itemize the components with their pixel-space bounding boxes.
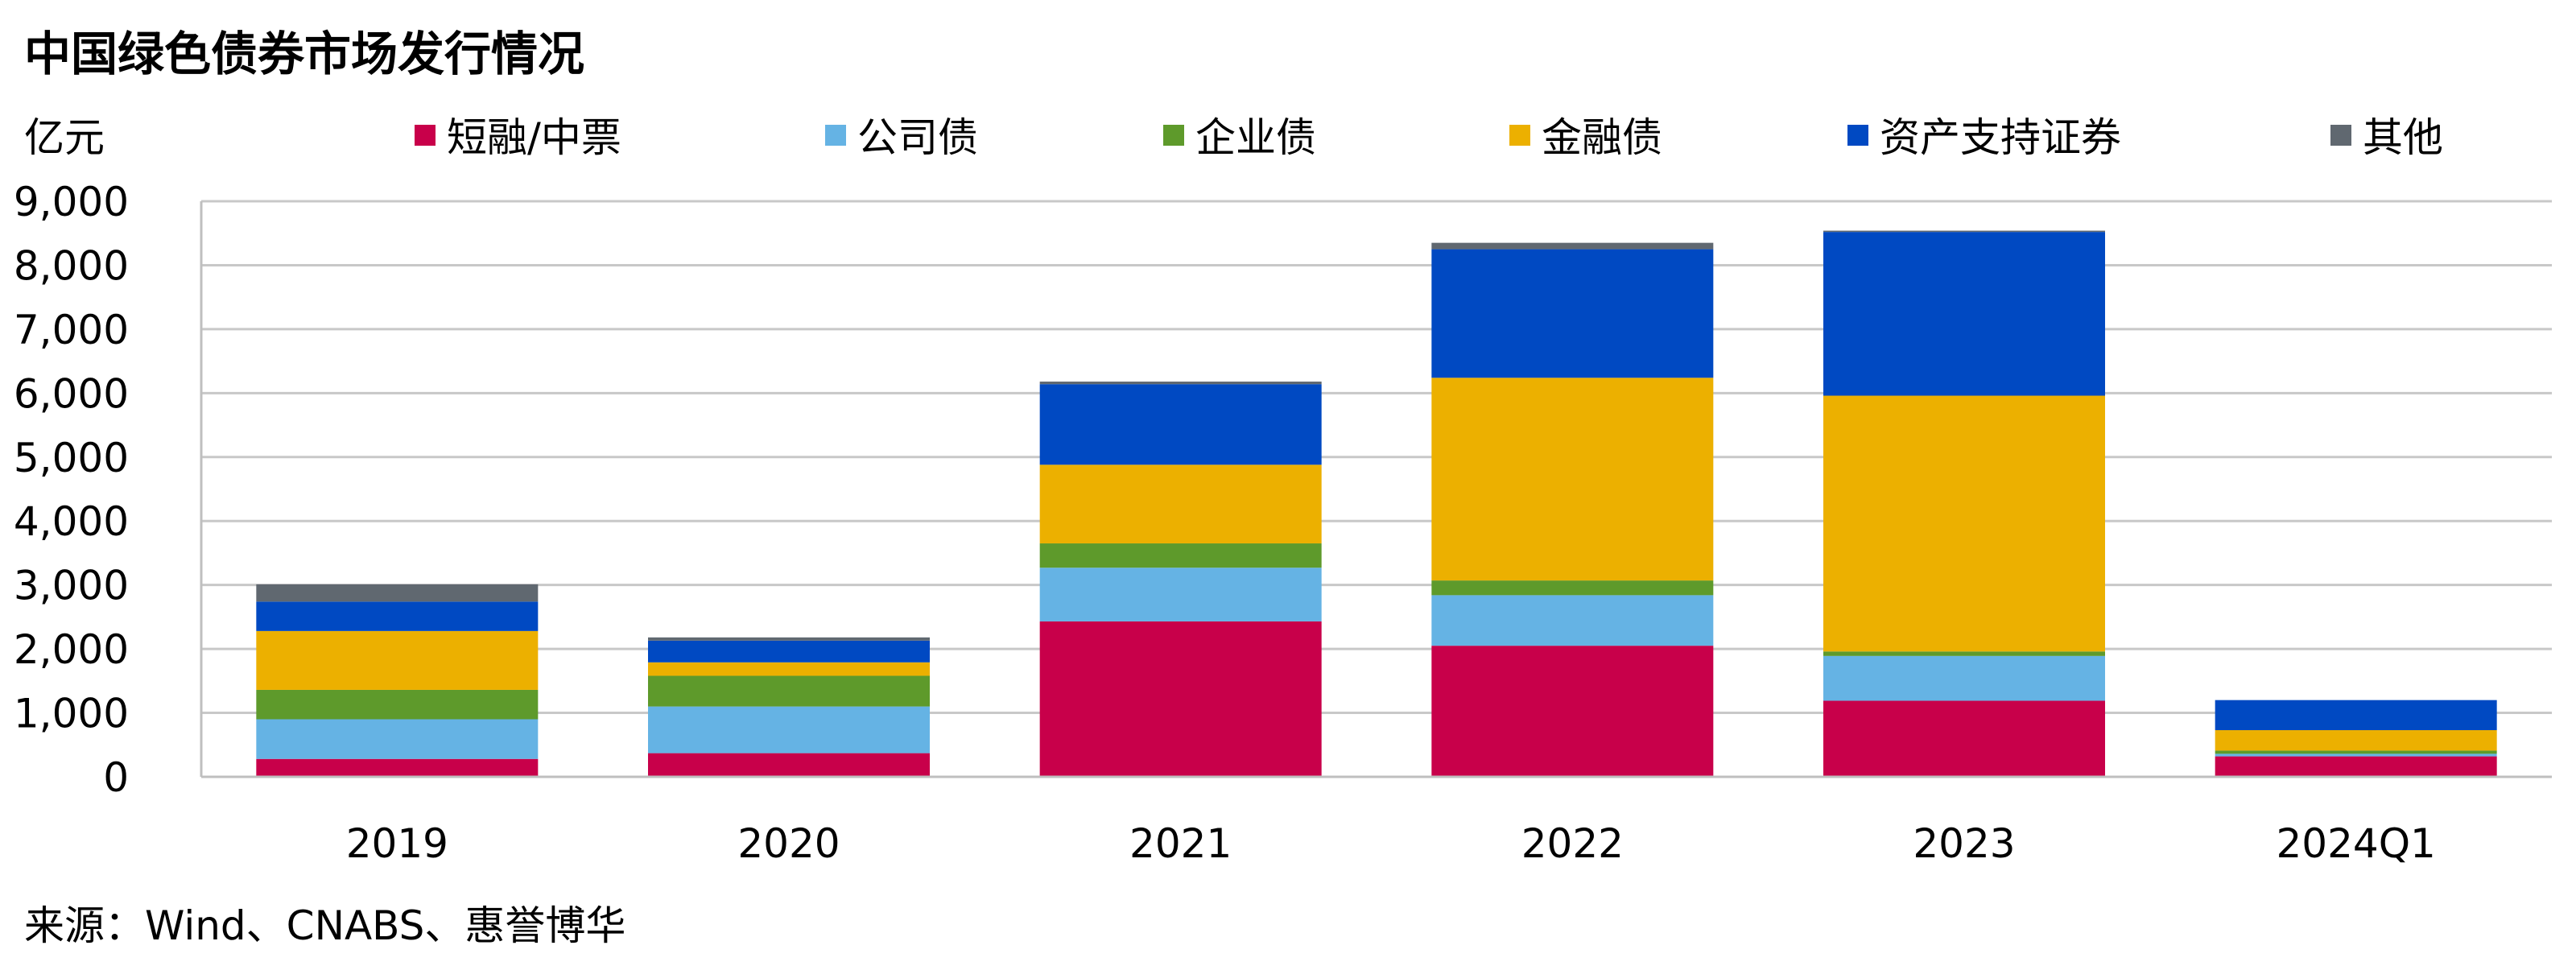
bar-segment: [1039, 464, 1322, 544]
bar-segment: [2215, 753, 2497, 757]
y-tick-label: 2,000: [14, 626, 129, 673]
legend-label: 公司债: [857, 114, 978, 161]
bar-segment: [1039, 543, 1322, 568]
x-tick-label: 2022: [1521, 820, 1624, 867]
bar-segment: [1431, 378, 1714, 581]
legend-swatch: [1509, 125, 1530, 146]
bar-segment: [2215, 756, 2497, 777]
legend-label: 短融/中票: [447, 114, 621, 161]
bar-segment: [256, 601, 539, 631]
bar-segment: [648, 640, 930, 663]
bar-segment: [648, 706, 930, 753]
legend-label: 资产支持证券: [1880, 114, 2121, 161]
x-tick-label: 2019: [346, 820, 448, 867]
legend-swatch: [1163, 125, 1184, 146]
bar-segment: [256, 630, 539, 690]
x-tick-label: 2020: [737, 820, 840, 867]
y-axis-unit-label: 亿元: [24, 114, 105, 161]
bar-segment: [1431, 580, 1714, 596]
bar-segment: [648, 675, 930, 707]
legend-swatch: [415, 125, 436, 146]
gridlines: [201, 200, 2552, 715]
x-tick-label: 2021: [1129, 820, 1232, 867]
legend: 短融/中票 公司债 企业债 金融债 资产支持证券 其他: [415, 114, 2443, 161]
y-tick-label: 6,000: [14, 370, 129, 417]
bar-segment: [256, 758, 539, 777]
legend-label: 其他: [2363, 114, 2443, 161]
bar-segment: [648, 753, 930, 777]
legend-label: 企业债: [1195, 114, 1316, 161]
bar-segment: [1039, 384, 1322, 465]
y-tick-label: 4,000: [14, 498, 129, 545]
legend-swatch: [2330, 125, 2351, 146]
bar-segment: [2215, 730, 2497, 751]
bar-segment: [1823, 395, 2105, 652]
bars: [256, 230, 2497, 777]
x-tick-label: 2023: [1913, 820, 2015, 867]
y-tick-label: 7,000: [14, 307, 129, 353]
bar-segment: [1039, 382, 1322, 385]
legend-swatch: [1847, 125, 1868, 146]
bar-segment: [648, 662, 930, 676]
bar-segment: [1431, 242, 1714, 250]
bar-segment: [1823, 230, 2105, 233]
bar-segment: [256, 719, 539, 759]
bar-segment: [648, 637, 930, 641]
bar-segment: [1823, 655, 2105, 701]
bar-segment: [1039, 621, 1322, 777]
bar-segment: [1431, 249, 1714, 378]
bar-segment: [1823, 232, 2105, 396]
bar-segment: [1823, 651, 2105, 656]
bar-segment: [256, 584, 539, 602]
bar-segment: [1039, 568, 1322, 621]
y-tick-label: 1,000: [14, 691, 129, 737]
legend-swatch: [825, 125, 846, 146]
y-tick-label: 0: [103, 754, 129, 801]
y-tick-label: 8,000: [14, 242, 129, 289]
bar-segment: [1431, 595, 1714, 646]
bar-segment: [1823, 700, 2105, 777]
chart-title: 中国绿色债券市场发行情况: [24, 27, 585, 81]
y-tick-label: 3,000: [14, 563, 129, 609]
y-tick-label: 5,000: [14, 435, 129, 481]
axes: 0 1,000 2,000 3,000 4,000 5,000 6,000 7,000 8,00…: [14, 114, 2552, 867]
bar-segment: [2215, 700, 2497, 731]
bar-segment: [1431, 646, 1714, 777]
bar-segment: [2215, 750, 2497, 754]
x-tick-label: 2024Q1: [2276, 820, 2435, 867]
source-note: 来源：Wind、CNABS、惠誉博华: [24, 902, 626, 949]
legend-label: 金融债: [1542, 114, 1662, 161]
y-tick-label: 9,000: [14, 179, 129, 225]
bar-segment: [256, 689, 539, 720]
